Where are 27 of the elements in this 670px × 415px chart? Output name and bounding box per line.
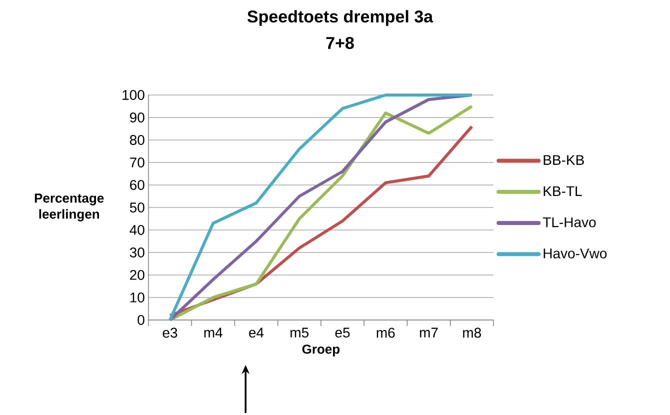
x-tick-label: e5	[335, 328, 350, 338]
y-tick-label: 90	[130, 112, 144, 122]
x-tick-label: m8	[463, 328, 481, 338]
x-axis-title: Groep	[302, 344, 340, 356]
x-tick-label: m4	[204, 328, 222, 338]
y-tick-label: 70	[130, 158, 144, 168]
chart-subtitle: 7+8	[326, 36, 354, 50]
y-tick-label: 40	[130, 225, 144, 235]
y-tick-label: 100	[122, 90, 144, 100]
y-tick-label: 80	[130, 135, 144, 145]
y-tick-label: 30	[130, 248, 144, 258]
x-tick-label: m7	[420, 328, 438, 338]
legend-label: TL-Havo	[542, 217, 596, 228]
y-axis-title: Percentage leerlingen	[34, 194, 104, 222]
legend-label: BB-KB	[544, 155, 584, 165]
x-tick-label: m6	[376, 328, 395, 338]
x-tick-label: m5	[290, 328, 309, 338]
y-tick-label: 60	[130, 180, 144, 190]
y-tick-label: 20	[130, 270, 144, 280]
y-tick-label: 0	[138, 315, 144, 325]
legend-label: Havo-Vwo	[544, 248, 607, 258]
x-tick-label: e4	[249, 328, 264, 338]
chart-title: Speedtoets drempel 3a	[247, 10, 434, 26]
y-tick-label: 10	[130, 292, 144, 302]
legend-label: KB-TL	[544, 186, 582, 196]
y-tick-label: 50	[130, 202, 144, 212]
x-tick-label: e3	[162, 328, 178, 338]
